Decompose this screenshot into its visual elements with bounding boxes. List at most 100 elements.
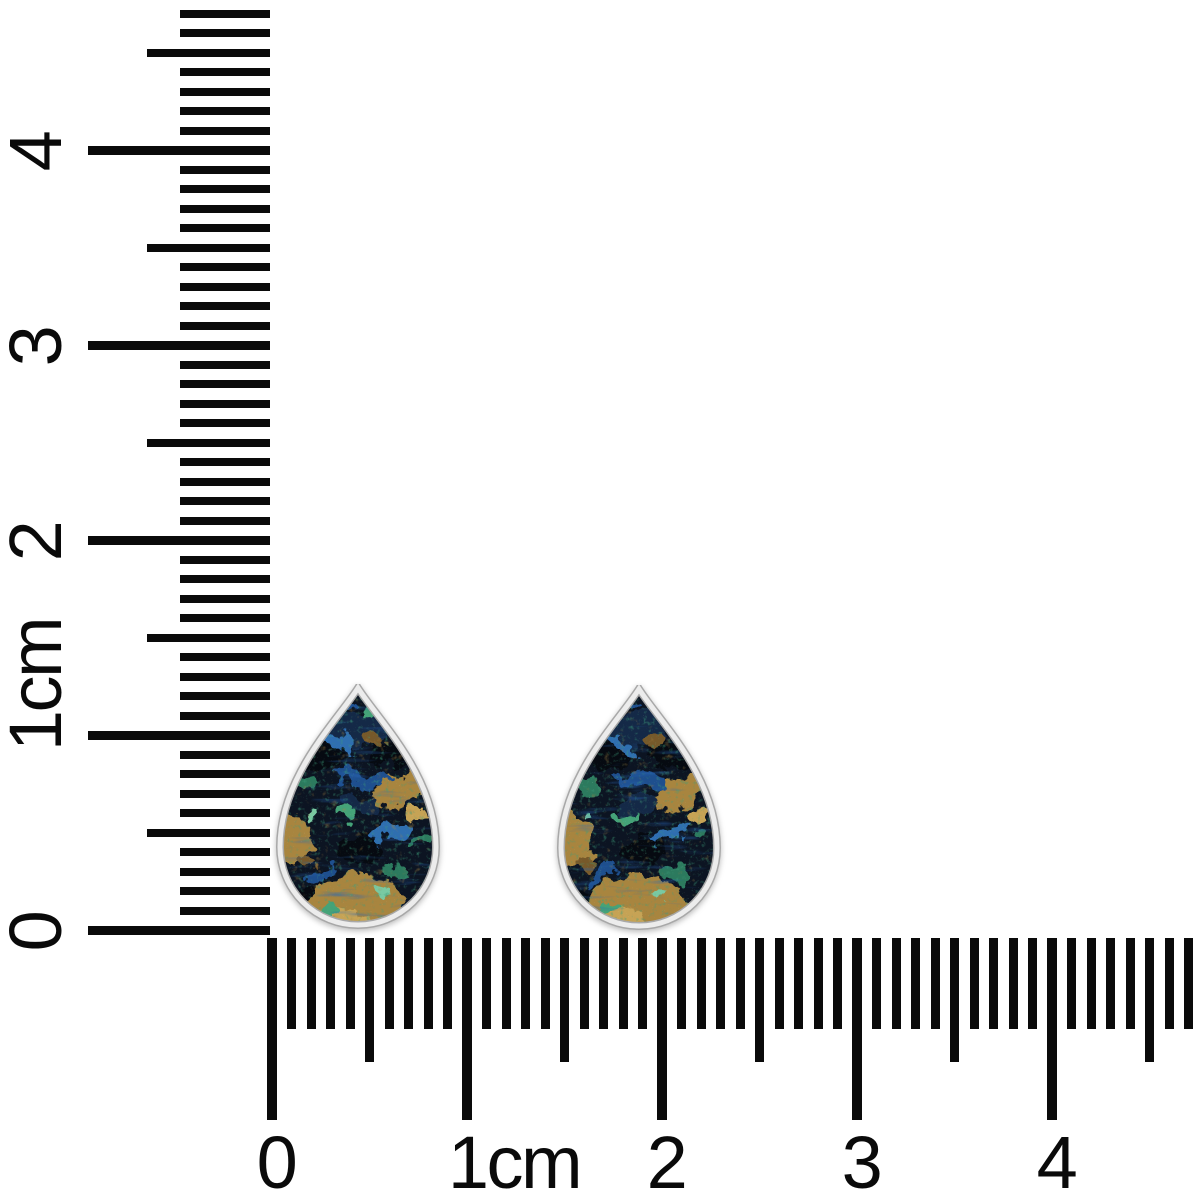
earring-right-stone bbox=[557, 685, 721, 930]
hruler-tick bbox=[462, 938, 472, 1120]
vruler-tick bbox=[180, 399, 270, 408]
hruler-tick bbox=[599, 938, 608, 1029]
hruler-label-3: 3 bbox=[841, 1121, 883, 1200]
hruler-tick bbox=[1086, 938, 1096, 1029]
vruler-tick bbox=[180, 380, 270, 388]
hruler-tick bbox=[716, 938, 725, 1029]
hruler-tick bbox=[1067, 938, 1076, 1029]
hruler-label-2: 2 bbox=[646, 1121, 688, 1200]
vruler-tick bbox=[88, 730, 270, 740]
stone-light-speckle bbox=[280, 688, 436, 925]
vruler-tick bbox=[180, 360, 270, 369]
vruler-tick bbox=[180, 770, 270, 778]
hruler-tick bbox=[306, 938, 316, 1029]
vruler-tick bbox=[180, 575, 270, 583]
vruler-label-0: 0 bbox=[0, 912, 77, 952]
hruler-tick bbox=[1028, 938, 1037, 1029]
hruler-tick bbox=[521, 938, 530, 1029]
vruler-tick bbox=[180, 165, 270, 174]
vruler-tick bbox=[180, 555, 270, 564]
vruler-tick bbox=[180, 653, 270, 661]
hruler-tick bbox=[1106, 938, 1115, 1029]
hruler-tick bbox=[579, 938, 589, 1029]
hruler-tick bbox=[365, 938, 374, 1062]
hruler-tick bbox=[1125, 938, 1135, 1029]
hruler-tick bbox=[852, 938, 862, 1120]
vruler-tick bbox=[180, 887, 270, 895]
hruler-tick bbox=[287, 938, 296, 1029]
hruler-tick bbox=[774, 938, 784, 1029]
hruler-tick bbox=[755, 938, 764, 1062]
vruler-tick bbox=[180, 419, 270, 427]
vruler-tick bbox=[180, 594, 270, 603]
hruler-tick bbox=[833, 938, 842, 1029]
vruler-tick bbox=[147, 828, 270, 837]
vruler-tick bbox=[180, 185, 270, 193]
vruler-tick bbox=[180, 9, 270, 18]
hruler-tick bbox=[677, 938, 686, 1029]
hruler-tick bbox=[794, 938, 803, 1029]
hruler-tick bbox=[911, 938, 920, 1029]
hruler-tick bbox=[443, 938, 452, 1029]
vruler-tick bbox=[180, 516, 270, 525]
stone-light-speckle bbox=[561, 689, 717, 926]
hruler-tick bbox=[657, 938, 667, 1120]
vruler-label-3: 3 bbox=[0, 327, 77, 367]
vruler-tick bbox=[180, 477, 270, 486]
hruler-tick bbox=[1047, 938, 1057, 1120]
vruler-tick bbox=[180, 224, 270, 232]
vruler-tick bbox=[180, 867, 270, 876]
hruler-tick bbox=[560, 938, 569, 1062]
hruler-tick bbox=[891, 938, 901, 1029]
hruler-tick bbox=[969, 938, 979, 1029]
hruler-tick bbox=[404, 938, 413, 1029]
vruler-tick bbox=[180, 107, 270, 115]
hruler-tick bbox=[384, 938, 394, 1029]
vruler-label-4: 4 bbox=[0, 132, 77, 172]
hruler-tick bbox=[1145, 938, 1154, 1062]
earring-left bbox=[276, 684, 440, 929]
vruler-tick bbox=[88, 925, 270, 935]
vruler-tick bbox=[88, 145, 270, 155]
vruler-tick bbox=[180, 68, 270, 76]
vruler-tick bbox=[180, 692, 270, 700]
hruler-tick bbox=[696, 938, 706, 1029]
hruler-tick bbox=[930, 938, 940, 1029]
hruler-tick bbox=[638, 938, 647, 1029]
vruler-tick bbox=[180, 458, 270, 466]
hruler-tick bbox=[1184, 938, 1193, 1029]
hruler-tick bbox=[1008, 938, 1018, 1029]
hruler-tick bbox=[872, 938, 881, 1029]
hruler-tick bbox=[345, 938, 355, 1029]
vruler-tick bbox=[180, 789, 270, 798]
earring-right bbox=[557, 685, 721, 930]
vruler-tick bbox=[88, 535, 270, 545]
hruler-label-4: 4 bbox=[1036, 1121, 1078, 1200]
vruler-tick bbox=[88, 340, 270, 350]
vruler-tick bbox=[180, 497, 270, 505]
vruler-tick bbox=[180, 263, 270, 271]
hruler-tick bbox=[989, 938, 998, 1029]
hruler-tick bbox=[1164, 938, 1174, 1029]
vruler-tick bbox=[180, 750, 270, 759]
vruler-tick bbox=[180, 282, 270, 291]
hruler-label-1cm: 1cm bbox=[447, 1121, 583, 1200]
earring-left-stone bbox=[276, 684, 440, 929]
hruler-label-0: 0 bbox=[256, 1121, 298, 1200]
hruler-tick bbox=[813, 938, 823, 1029]
vruler-tick bbox=[147, 633, 270, 642]
vruler-tick bbox=[147, 243, 270, 252]
vruler-tick bbox=[147, 438, 270, 447]
vruler-tick bbox=[180, 126, 270, 135]
hruler-tick bbox=[735, 938, 745, 1029]
hruler-tick bbox=[267, 938, 277, 1120]
hruler-tick bbox=[482, 938, 491, 1029]
vruler-tick bbox=[180, 87, 270, 96]
hruler-tick bbox=[326, 938, 335, 1029]
vruler-tick bbox=[180, 672, 270, 681]
hruler-tick bbox=[423, 938, 433, 1029]
vruler-tick bbox=[180, 321, 270, 330]
vruler-tick bbox=[180, 29, 270, 37]
hruler-tick bbox=[950, 938, 959, 1062]
